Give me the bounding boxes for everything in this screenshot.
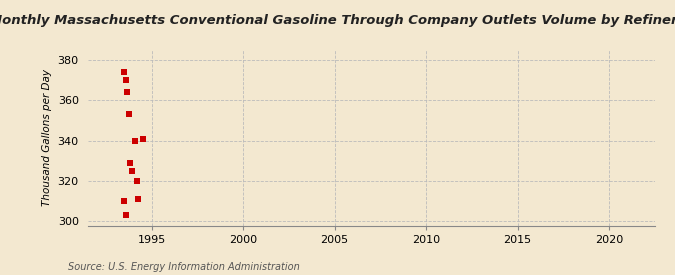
Point [120, 213, 131, 218]
Point [122, 90, 133, 94]
Point [119, 199, 130, 204]
Point [119, 70, 130, 74]
Point [137, 136, 148, 141]
Y-axis label: Thousand Gallons per Day: Thousand Gallons per Day [42, 69, 52, 206]
Point [125, 161, 136, 165]
Point [127, 169, 138, 173]
Point [120, 78, 131, 82]
Point [124, 112, 134, 116]
Point [130, 138, 140, 143]
Text: Source: U.S. Energy Information Administration: Source: U.S. Energy Information Administ… [68, 262, 299, 271]
Point [133, 197, 144, 201]
Point [131, 179, 142, 183]
Text: Monthly Massachusetts Conventional Gasoline Through Company Outlets Volume by Re: Monthly Massachusetts Conventional Gasol… [0, 14, 675, 27]
